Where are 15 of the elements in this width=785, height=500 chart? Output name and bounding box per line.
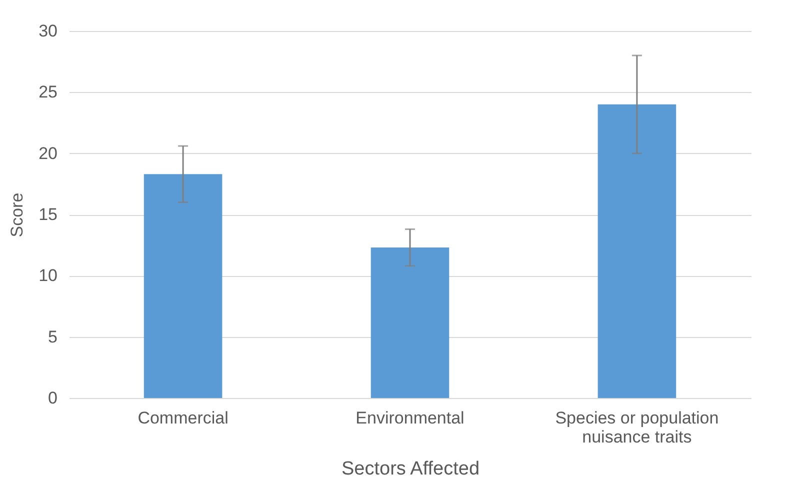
bar <box>144 174 222 398</box>
y-tick-label: 20 <box>38 144 58 163</box>
bar <box>370 248 450 398</box>
bar <box>598 104 676 398</box>
y-tick-label: 10 <box>38 266 58 286</box>
y-tick-label: 30 <box>38 22 58 40</box>
x-tick-label: Environmental <box>356 408 464 428</box>
y-tick-label: 0 <box>48 388 58 408</box>
y-tick-label: 15 <box>38 205 58 224</box>
y-tick-label: 25 <box>38 82 58 102</box>
x-axis-title: Sectors Affected <box>341 458 480 480</box>
x-tick-label: Commercial <box>138 408 228 428</box>
x-tick-label: Species or population nuisance traits <box>555 408 719 446</box>
y-tick-label: 5 <box>48 327 58 346</box>
y-axis-title: Score <box>8 192 27 238</box>
